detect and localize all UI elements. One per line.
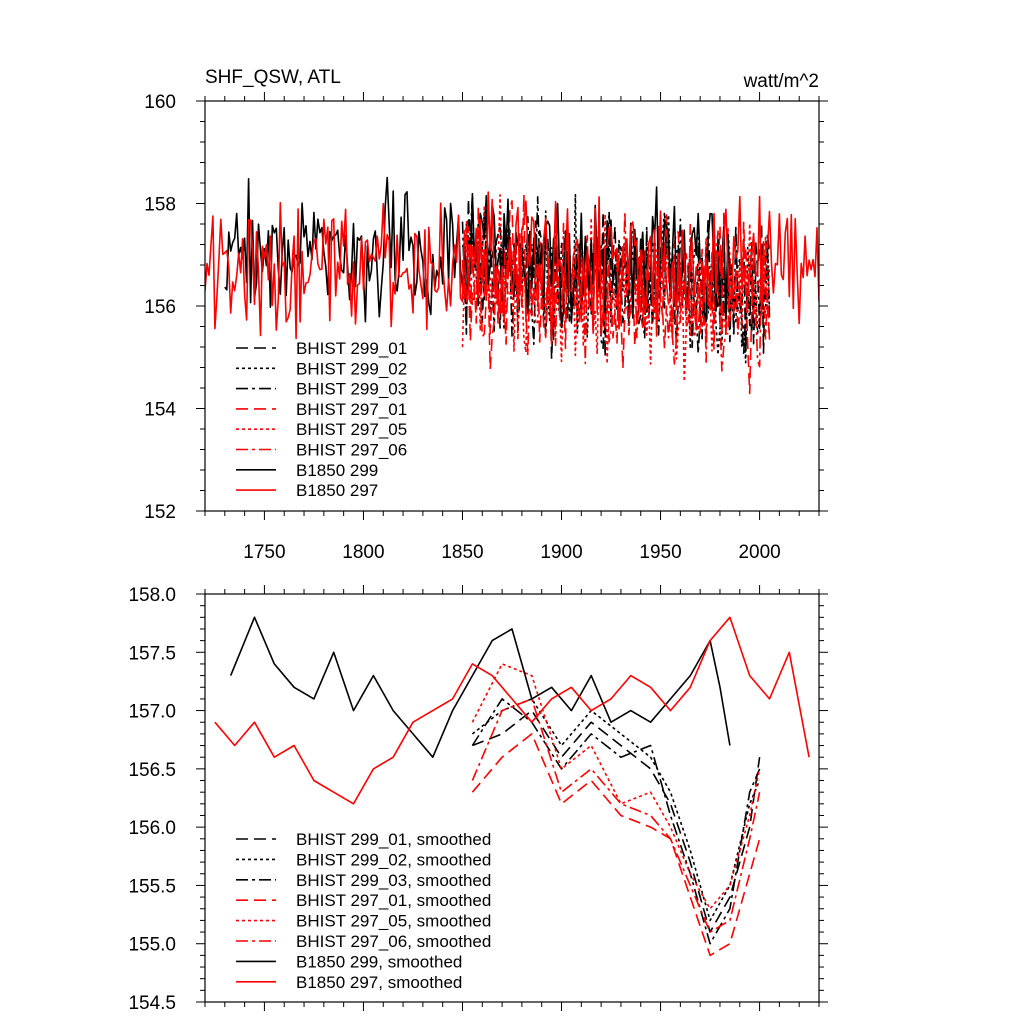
bottom-axes: 154.5 155.0 155.5 156.0 156.5 157.0 157.5 158.0: [128, 585, 828, 1014]
legend-label: B1850 297: [296, 481, 378, 500]
chart-title: SHF_QSW, ATL: [205, 67, 341, 88]
y-tick-label: 155.5: [128, 876, 176, 897]
series-line-bhist-299-01: [461, 197, 771, 360]
series-line-bhist-299-03-smoothed: [471, 698, 761, 945]
y-tick-label: 158: [144, 195, 176, 216]
legend-label: BHIST 297_01, smoothed: [296, 891, 491, 910]
legend-label: BHIST 299_02: [296, 359, 407, 378]
y-tick-label: 156: [144, 297, 176, 318]
legend-label: BHIST 299_01, smoothed: [296, 830, 491, 849]
y-tick-label: 155.0: [128, 935, 176, 956]
series-line-bhist-299-02-smoothed: [471, 698, 761, 922]
legend-label: BHIST 297_05, smoothed: [296, 912, 491, 931]
y-tick-label: 156.0: [128, 818, 176, 839]
legend-label: BHIST 299_03: [296, 380, 407, 399]
x-tick-label: 1800: [342, 542, 384, 563]
bottom-panel: 154.5 155.0 155.5 156.0 156.5 157.0 157.5 158.0…: [128, 585, 828, 1014]
legend-label: BHIST 297_01: [296, 400, 407, 419]
top-panel: SHF_QSW, ATL watt/m^2 1750 1800 1850 1900 19…: [144, 67, 828, 563]
legend-label: BHIST 297_06, smoothed: [296, 932, 491, 951]
x-tick-label: 1850: [441, 542, 483, 563]
legend-label: BHIST 299_03, smoothed: [296, 871, 491, 890]
series-line-bhist-297-06-smoothed: [471, 698, 761, 933]
series-line-bhist-299-01-smoothed: [472, 709, 761, 933]
y-tick-label: 152: [144, 502, 176, 523]
series-line-bhist-297-05: [461, 194, 771, 383]
x-tick-label: 1950: [639, 542, 681, 563]
series-line-bhist-299-03: [461, 194, 771, 355]
x-tick-label: 2000: [738, 542, 780, 563]
series-line-bhist-297-01-smoothed: [471, 733, 761, 957]
legend-label: BHIST 297_05: [296, 420, 407, 439]
y-tick-label: 157.5: [128, 643, 176, 664]
top-series-group: [205, 176, 819, 395]
y-tick-label: 154: [144, 400, 176, 421]
y-tick-label: 157.0: [128, 702, 176, 723]
x-tick-label: 1900: [540, 542, 582, 563]
y-tick-label: 158.0: [128, 585, 176, 606]
legend-label: BHIST 299_01: [296, 339, 407, 358]
top-axes: 1750 1800 1850 1900 1950 2000 152 154 156 158 160: [144, 92, 828, 563]
bottom-series-group: [214, 616, 810, 957]
series-line-b1850-297: [205, 191, 819, 345]
y-tick-label: 156.5: [128, 760, 176, 781]
legend-label: B1850 297, smoothed: [296, 973, 462, 992]
x-tick-label: 1750: [243, 542, 285, 563]
legend-label: B1850 299, smoothed: [296, 952, 462, 971]
legend-label: BHIST 299_02, smoothed: [296, 850, 491, 869]
legend-label: B1850 299: [296, 461, 378, 480]
plot-frame: [204, 593, 820, 1003]
y-tick-label: 154.5: [128, 993, 176, 1014]
series-line-bhist-297-05-smoothed: [471, 663, 761, 910]
units-label: watt/m^2: [743, 71, 819, 92]
series-line-b1850-297-smoothed: [214, 616, 810, 805]
legend-label: BHIST 297_06: [296, 441, 407, 460]
series-line-b1850-299-smoothed: [229, 616, 731, 758]
y-tick-label: 160: [144, 92, 176, 113]
